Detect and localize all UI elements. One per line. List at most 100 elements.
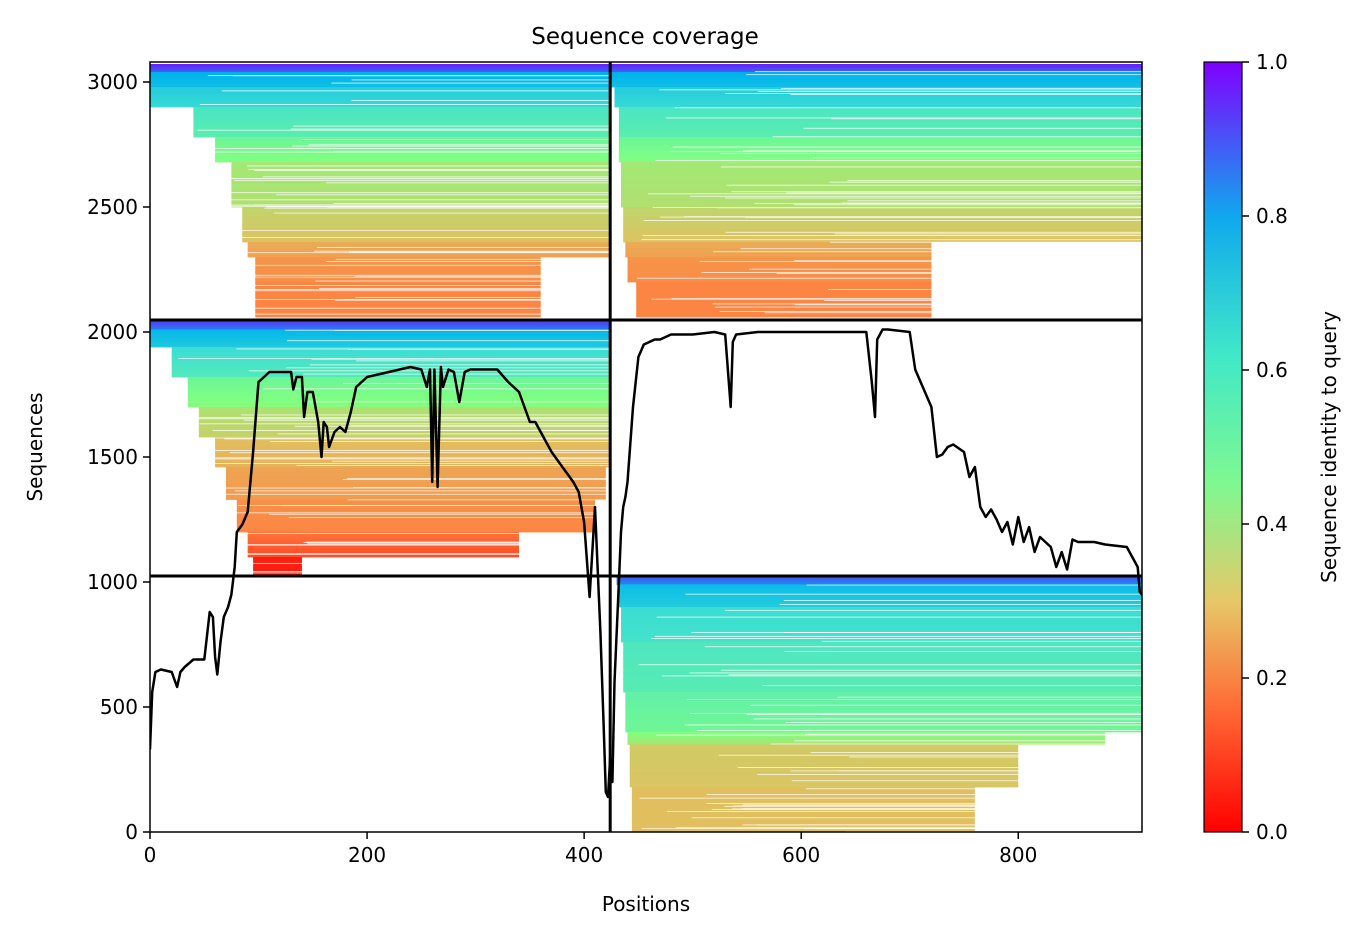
coverage-gap bbox=[690, 195, 1142, 197]
coverage-band bbox=[255, 267, 541, 270]
coverage-gap bbox=[712, 303, 1142, 305]
coverage-band bbox=[621, 632, 1142, 635]
coverage-gap bbox=[253, 204, 611, 206]
coverage-band bbox=[198, 430, 611, 434]
coverage-band bbox=[621, 174, 1142, 179]
coverage-band bbox=[618, 602, 1142, 605]
coverage-band bbox=[616, 577, 1142, 579]
coverage-band bbox=[150, 98, 611, 101]
coverage-band bbox=[623, 237, 1142, 240]
coverage-band bbox=[636, 314, 932, 318]
colorbar-tick-label: 1.0 bbox=[1256, 50, 1288, 74]
coverage-band bbox=[215, 158, 611, 161]
coverage-band bbox=[150, 102, 611, 105]
coverage-band bbox=[618, 600, 1142, 603]
coverage-band bbox=[621, 622, 1142, 625]
coverage-gap bbox=[184, 418, 611, 420]
coverage-band bbox=[150, 328, 611, 331]
coverage-gap bbox=[740, 248, 1142, 250]
coverage-band bbox=[187, 389, 611, 393]
coverage-gap bbox=[731, 191, 1142, 193]
coverage-band bbox=[616, 582, 1142, 584]
coverage-band bbox=[225, 485, 606, 489]
coverage-gap bbox=[720, 166, 1142, 168]
coverage-band bbox=[618, 109, 1142, 112]
coverage-gap bbox=[303, 373, 611, 375]
coverage-band bbox=[215, 140, 611, 143]
coverage-gap bbox=[786, 192, 1142, 194]
coverage-band bbox=[187, 394, 611, 397]
coverage-gap bbox=[794, 304, 1142, 306]
coverage-band bbox=[625, 714, 1142, 719]
coverage-gap bbox=[234, 490, 611, 492]
plot-area bbox=[150, 62, 1142, 832]
coverage-band bbox=[618, 111, 1142, 114]
coverage-gap bbox=[333, 330, 611, 331]
coverage-band bbox=[618, 124, 1142, 127]
coverage-band bbox=[255, 312, 541, 315]
coverage-band bbox=[253, 565, 302, 568]
coverage-gap bbox=[706, 803, 1142, 804]
coverage-gap bbox=[199, 104, 611, 105]
coverage-gap bbox=[331, 82, 611, 84]
coverage-gap bbox=[737, 767, 1142, 768]
coverage-band bbox=[618, 113, 1142, 116]
coverage-band bbox=[636, 309, 932, 313]
coverage-gap bbox=[197, 129, 611, 131]
coverage-band bbox=[621, 184, 1142, 189]
coverage-band bbox=[247, 546, 520, 549]
coverage-gap bbox=[351, 100, 611, 101]
coverage-band bbox=[614, 97, 1142, 99]
coverage-band bbox=[247, 242, 611, 244]
coverage-gap bbox=[804, 733, 1142, 735]
coverage-band bbox=[247, 535, 520, 538]
coverage-gap bbox=[190, 450, 611, 451]
coverage-band bbox=[636, 289, 932, 293]
coverage-gap bbox=[785, 722, 1142, 723]
coverage-band bbox=[242, 237, 611, 240]
coverage-band bbox=[187, 379, 611, 382]
coverage-band bbox=[627, 257, 932, 260]
coverage-gap bbox=[724, 609, 1142, 611]
coverage-band bbox=[621, 629, 1142, 633]
coverage-gap bbox=[779, 603, 1142, 605]
coverage-band bbox=[618, 597, 1142, 600]
coverage-gap bbox=[824, 300, 1142, 301]
coverage-gap bbox=[229, 452, 611, 454]
coverage-band bbox=[618, 605, 1142, 608]
coverage-gap bbox=[849, 756, 1142, 758]
coverage-gap bbox=[327, 207, 611, 209]
coverage-band bbox=[215, 460, 611, 464]
coverage-gap bbox=[725, 231, 1142, 233]
coverage-gap bbox=[837, 696, 1142, 698]
coverage-gap bbox=[772, 136, 1142, 138]
coverage-gap bbox=[309, 364, 611, 366]
coverage-band bbox=[247, 539, 520, 542]
coverage-gap bbox=[274, 212, 611, 214]
coverage-band bbox=[610, 82, 1142, 85]
block-bottom-right bbox=[616, 576, 1142, 832]
coverage-band bbox=[616, 579, 1142, 581]
coverage-gap bbox=[315, 280, 611, 282]
coverage-band bbox=[623, 652, 1142, 657]
y-tick-label: 3000 bbox=[87, 70, 138, 94]
y-tick-label: 500 bbox=[100, 695, 138, 719]
coverage-gap bbox=[290, 128, 611, 130]
coverage-gap bbox=[804, 827, 1142, 829]
coverage-gap bbox=[347, 499, 611, 501]
coverage-band bbox=[614, 101, 1142, 104]
coverage-band bbox=[225, 494, 606, 498]
coverage-gap bbox=[218, 572, 611, 574]
coverage-gap bbox=[746, 74, 1142, 76]
coverage-band bbox=[610, 72, 1142, 74]
coverage-band bbox=[627, 262, 932, 265]
coverage-band bbox=[187, 398, 611, 401]
coverage-band bbox=[231, 178, 611, 182]
coverage-band bbox=[255, 258, 541, 261]
coverage-band bbox=[255, 269, 541, 272]
coverage-band bbox=[618, 598, 1142, 601]
coverage-band bbox=[171, 355, 611, 359]
coverage-band bbox=[150, 95, 611, 98]
coverage-band bbox=[627, 737, 1106, 739]
x-tick-label: 0 bbox=[144, 843, 157, 867]
